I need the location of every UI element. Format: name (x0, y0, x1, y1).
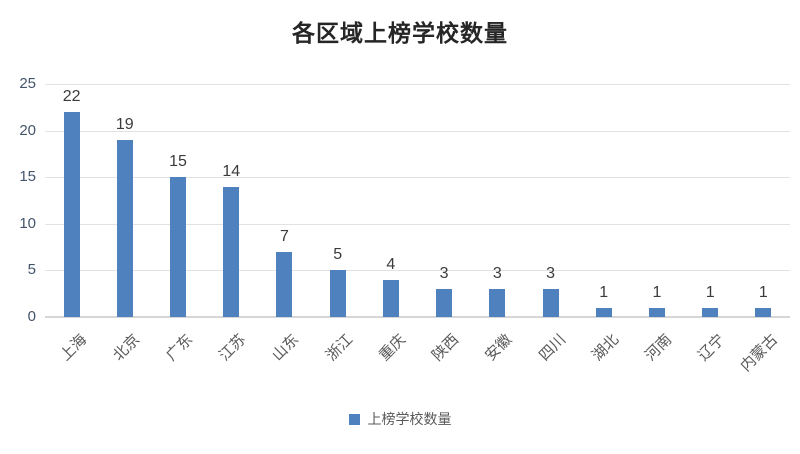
data-label: 1 (599, 283, 609, 301)
x-axis-category-label: 山东 (268, 330, 303, 365)
data-label: 19 (115, 115, 134, 133)
data-label: 1 (652, 283, 662, 301)
data-label: 14 (222, 162, 241, 180)
bar-上海 (63, 111, 80, 317)
gridline (45, 177, 790, 179)
bar-北京 (116, 139, 133, 317)
chart-title: 各区域上榜学校数量 (292, 20, 508, 47)
bar-辽宁 (702, 307, 719, 317)
bar-内蒙古 (755, 307, 772, 317)
data-label: 22 (62, 87, 81, 105)
bar-河南 (648, 307, 665, 317)
bar-浙江 (329, 270, 346, 317)
data-label: 7 (279, 227, 289, 245)
y-axis-tick-label: 25 (19, 75, 36, 92)
gridline (45, 270, 790, 272)
x-axis-category-label: 安徽 (481, 330, 516, 365)
x-axis-category-label: 浙江 (321, 330, 356, 365)
bar-安徽 (489, 289, 506, 317)
bar-江苏 (223, 186, 240, 317)
y-axis-tick-label: 20 (19, 121, 36, 139)
y-axis-tick-label: 10 (19, 214, 36, 232)
x-axis-category-label: 江苏 (215, 330, 250, 365)
x-axis-category-label: 湖北 (587, 330, 622, 365)
data-label: 5 (333, 246, 343, 264)
y-axis-tick-label: 0 (27, 308, 36, 325)
bar-四川 (542, 289, 559, 317)
legend: 上榜学校数量 (0, 409, 800, 429)
bar-陕西 (436, 289, 453, 317)
x-axis-category-label: 辽宁 (694, 330, 729, 365)
gridline (45, 223, 790, 225)
legend-label: 上榜学校数量 (367, 412, 452, 428)
data-label: 15 (169, 153, 187, 171)
gridline (45, 130, 790, 132)
x-axis-category-label: 北京 (109, 330, 143, 365)
gridline (45, 84, 790, 85)
plot-area: 0 5 10 15 20 25 22 上海 19 北京 15 广东 14 江苏 7 山东 5 浙江 4 重庆 3 陕西 3 安… (19, 75, 790, 375)
data-label: 3 (492, 265, 502, 283)
y-axis-tick-label: 15 (19, 168, 36, 186)
data-label: 1 (758, 283, 768, 301)
x-axis-category-label: 内蒙古 (736, 330, 782, 375)
legend-swatch-icon (348, 413, 360, 425)
x-axis-category-label: 重庆 (375, 330, 410, 365)
x-axis-category-label: 四川 (534, 330, 569, 365)
y-axis-tick-label: 5 (27, 261, 36, 279)
bar-广东 (170, 177, 187, 317)
x-axis-category-label: 广东 (162, 330, 197, 365)
x-axis-category-label: 上海 (55, 330, 90, 365)
x-axis-category-label: 河南 (641, 330, 676, 365)
data-label: 4 (386, 255, 396, 273)
bar-山东 (276, 251, 293, 317)
data-label: 3 (439, 265, 449, 283)
bar-湖北 (595, 307, 612, 317)
x-axis-line (45, 316, 790, 318)
data-label: 1 (705, 283, 715, 301)
bar-重庆 (382, 279, 399, 317)
data-label: 3 (546, 265, 555, 283)
x-axis-category-label: 陕西 (428, 330, 463, 365)
